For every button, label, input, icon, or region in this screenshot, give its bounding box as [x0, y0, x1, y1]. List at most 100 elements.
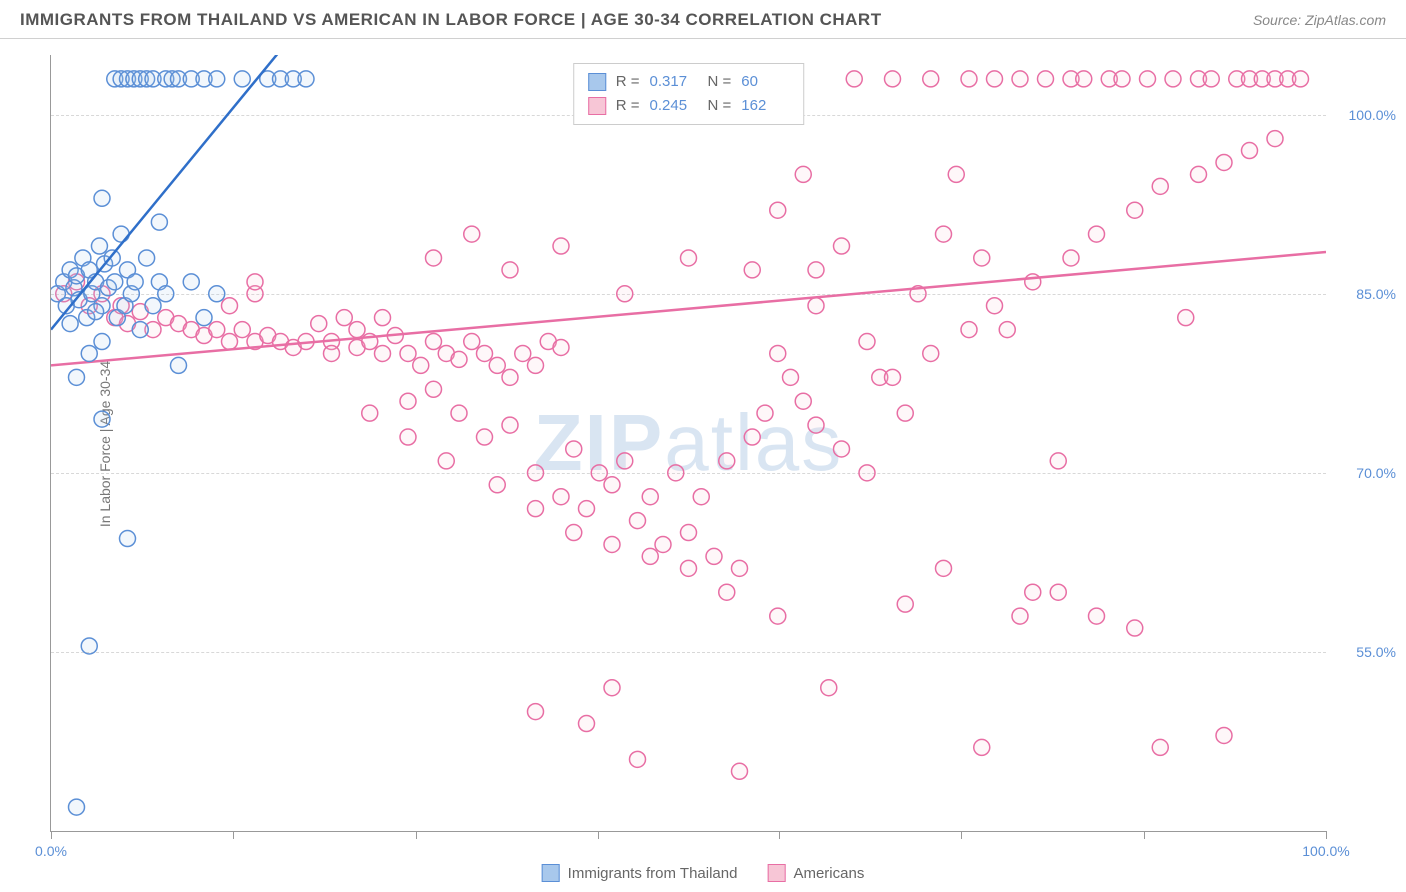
thailand-point	[139, 250, 155, 266]
americans-point	[502, 262, 518, 278]
series-legend-item: Immigrants from Thailand	[542, 864, 738, 882]
americans-point	[808, 262, 824, 278]
americans-point	[489, 477, 505, 493]
y-tick-label: 55.0%	[1356, 644, 1396, 660]
americans-point	[553, 489, 569, 505]
americans-point	[1216, 154, 1232, 170]
y-tick-label: 70.0%	[1356, 465, 1396, 481]
americans-point	[961, 322, 977, 338]
americans-point	[604, 680, 620, 696]
americans-point	[630, 513, 646, 529]
americans-point	[1178, 310, 1194, 326]
americans-point	[999, 322, 1015, 338]
x-tick	[233, 831, 234, 839]
americans-point	[1203, 71, 1219, 87]
americans-point	[209, 322, 225, 338]
americans-point	[426, 334, 442, 350]
thailand-point	[120, 531, 136, 547]
americans-point	[1114, 71, 1130, 87]
legend-swatch	[588, 97, 606, 115]
americans-point	[234, 322, 250, 338]
header-bar: IMMIGRANTS FROM THAILAND VS AMERICAN IN …	[0, 0, 1406, 39]
americans-point	[897, 596, 913, 612]
americans-point	[923, 71, 939, 87]
thailand-point	[183, 274, 199, 290]
legend-r-label: R =	[616, 70, 640, 94]
americans-point	[1050, 453, 1066, 469]
thailand-point	[91, 238, 107, 254]
x-tick	[598, 831, 599, 839]
thailand-point	[171, 357, 187, 373]
americans-trendline	[51, 252, 1326, 365]
americans-point	[1216, 727, 1232, 743]
americans-point	[400, 345, 416, 361]
americans-point	[528, 501, 544, 517]
americans-point	[770, 345, 786, 361]
americans-point	[617, 286, 633, 302]
thailand-point	[127, 274, 143, 290]
x-tick-label: 100.0%	[1302, 843, 1349, 859]
legend-n-label: N =	[708, 94, 732, 118]
americans-point	[1076, 71, 1092, 87]
americans-point	[336, 310, 352, 326]
americans-point	[795, 393, 811, 409]
americans-point	[1127, 202, 1143, 218]
americans-point	[1293, 71, 1309, 87]
series-legend-item: Americans	[767, 864, 864, 882]
chart-container: In Labor Force | Age 30-34 ZIPatlas 55.0…	[50, 55, 1326, 832]
americans-point	[974, 739, 990, 755]
americans-point	[1165, 71, 1181, 87]
americans-point	[987, 298, 1003, 314]
americans-point	[617, 453, 633, 469]
series-legend-label: Immigrants from Thailand	[568, 865, 738, 882]
americans-point	[961, 71, 977, 87]
americans-point	[936, 560, 952, 576]
x-tick	[961, 831, 962, 839]
legend-n-label: N =	[708, 70, 732, 94]
americans-point	[948, 166, 964, 182]
americans-point	[528, 704, 544, 720]
chart-title: IMMIGRANTS FROM THAILAND VS AMERICAN IN …	[20, 10, 882, 30]
x-tick	[779, 831, 780, 839]
thailand-point	[69, 369, 85, 385]
source-name: ZipAtlas.com	[1305, 12, 1386, 28]
americans-point	[1038, 71, 1054, 87]
americans-point	[464, 226, 480, 242]
americans-point	[885, 369, 901, 385]
thailand-point	[132, 322, 148, 338]
x-tick	[51, 831, 52, 839]
americans-point	[923, 345, 939, 361]
americans-point	[897, 405, 913, 421]
correlation-legend-row: R =0.317N =60	[588, 70, 790, 94]
americans-point	[642, 548, 658, 564]
americans-point	[732, 560, 748, 576]
thailand-point	[151, 214, 167, 230]
thailand-point	[209, 71, 225, 87]
americans-point	[451, 351, 467, 367]
americans-point	[681, 560, 697, 576]
americans-point	[834, 441, 850, 457]
americans-point	[579, 501, 595, 517]
legend-n-value: 162	[741, 94, 789, 118]
plot-area: ZIPatlas 55.0%70.0%85.0%100.0% 0.0%100.0…	[50, 55, 1326, 832]
thailand-point	[88, 304, 104, 320]
americans-point	[1242, 143, 1258, 159]
y-tick-label: 85.0%	[1356, 286, 1396, 302]
thailand-point	[94, 334, 110, 350]
correlation-legend: R =0.317N =60R = 0.245 N = 162	[573, 63, 805, 125]
americans-point	[719, 453, 735, 469]
americans-point	[744, 429, 760, 445]
thailand-point	[234, 71, 250, 87]
thailand-point	[94, 411, 110, 427]
americans-point	[719, 584, 735, 600]
americans-point	[400, 393, 416, 409]
americans-point	[515, 345, 531, 361]
americans-point	[1267, 131, 1283, 147]
americans-point	[936, 226, 952, 242]
legend-r-value: 0.245	[650, 94, 698, 118]
americans-point	[375, 310, 391, 326]
americans-point	[362, 405, 378, 421]
legend-swatch	[542, 864, 560, 882]
americans-point	[426, 381, 442, 397]
thailand-point	[94, 190, 110, 206]
